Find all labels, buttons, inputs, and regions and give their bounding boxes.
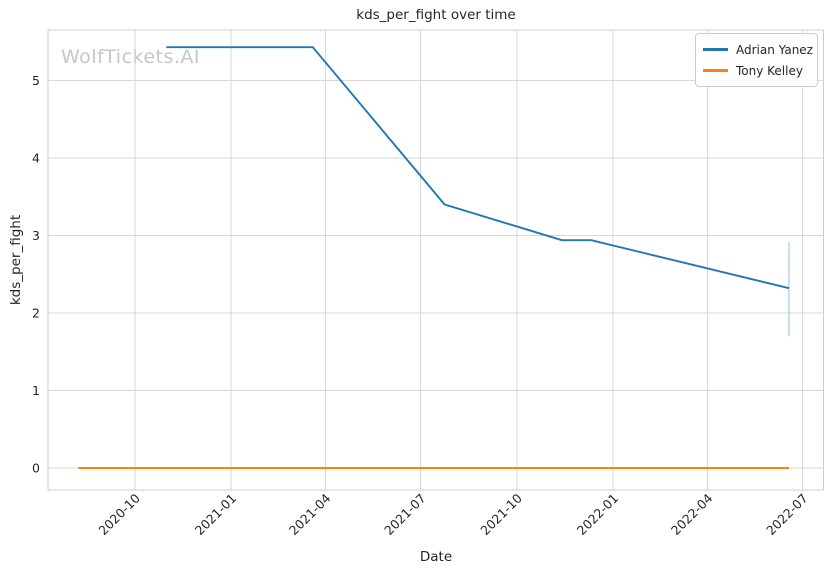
x-tick-label: 2022-04 bbox=[668, 490, 716, 538]
axes-spines bbox=[47, 29, 825, 491]
y-tick-label: 0 bbox=[32, 460, 40, 475]
y-tick-label: 2 bbox=[32, 305, 40, 320]
legend-line-sample-orange bbox=[703, 69, 728, 72]
legend-item-adrian-yanez: Adrian Yanez bbox=[703, 39, 813, 60]
y-axis-label: kds_per_fight bbox=[8, 214, 24, 306]
x-tick-label: 2022-01 bbox=[574, 491, 622, 539]
x-tick-label: 2021-07 bbox=[381, 491, 429, 539]
legend-label: Adrian Yanez bbox=[736, 42, 813, 57]
x-tick-label: 2021-04 bbox=[286, 490, 334, 538]
legend: Adrian Yanez Tony Kelley bbox=[695, 33, 818, 87]
legend-item-tony-kelley: Tony Kelley bbox=[703, 60, 808, 81]
y-tick-label: 1 bbox=[32, 383, 40, 398]
series-line-adrian-yanez bbox=[166, 46, 790, 290]
y-tick-label: 5 bbox=[32, 73, 40, 88]
x-tick-label: 2022-07 bbox=[763, 491, 811, 539]
y-tick-label: 3 bbox=[32, 228, 40, 243]
x-axis-label: Date bbox=[419, 549, 453, 565]
y-tick-label: 4 bbox=[32, 150, 40, 165]
chart-title: kds_per_fight over time bbox=[356, 7, 516, 23]
legend-label: Tony Kelley bbox=[736, 63, 803, 78]
x-tick-label: 2021-10 bbox=[477, 490, 525, 538]
x-tick-label: 2020-10 bbox=[95, 490, 143, 538]
watermark: WolfTickets.AI bbox=[61, 46, 201, 68]
x-tick-label: 2021-01 bbox=[192, 491, 240, 539]
legend-line-sample-blue bbox=[703, 48, 728, 51]
